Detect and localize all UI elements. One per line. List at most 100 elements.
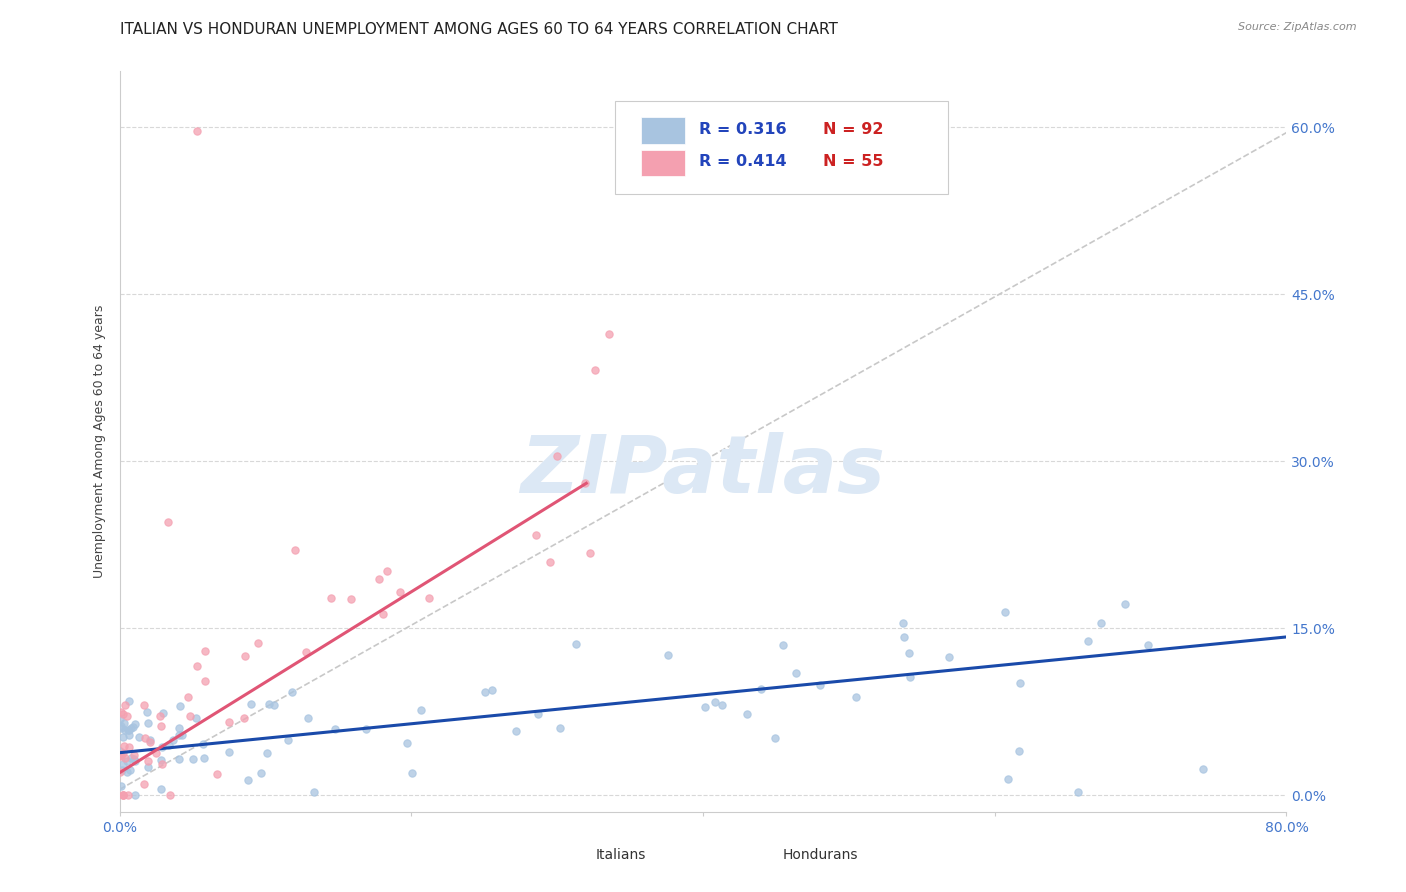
Point bbox=[1090, 616, 1112, 631]
FancyBboxPatch shape bbox=[738, 844, 773, 866]
Point bbox=[149, 753, 172, 767]
Point bbox=[110, 706, 132, 720]
Point bbox=[263, 698, 285, 712]
Point bbox=[112, 788, 135, 802]
Point bbox=[157, 739, 180, 753]
Point bbox=[218, 745, 240, 759]
Point bbox=[114, 750, 136, 764]
Point bbox=[354, 722, 377, 736]
Point bbox=[235, 648, 257, 663]
Point bbox=[112, 730, 135, 744]
Point bbox=[110, 721, 132, 735]
Point bbox=[112, 757, 135, 772]
Point bbox=[132, 777, 155, 791]
Point bbox=[1067, 784, 1090, 798]
Point bbox=[259, 698, 281, 712]
Point bbox=[302, 784, 325, 798]
Point bbox=[538, 555, 561, 569]
Point bbox=[167, 721, 190, 735]
Point bbox=[170, 728, 193, 742]
Point bbox=[117, 723, 139, 738]
Point bbox=[193, 750, 215, 764]
Point bbox=[112, 788, 135, 802]
Point bbox=[114, 723, 136, 737]
Point bbox=[250, 765, 273, 780]
Point bbox=[112, 746, 135, 760]
Text: ITALIAN VS HONDURAN UNEMPLOYMENT AMONG AGES 60 TO 64 YEARS CORRELATION CHART: ITALIAN VS HONDURAN UNEMPLOYMENT AMONG A… bbox=[120, 22, 838, 37]
Point bbox=[295, 645, 318, 659]
Text: Source: ZipAtlas.com: Source: ZipAtlas.com bbox=[1239, 22, 1357, 32]
Point bbox=[749, 682, 772, 697]
Point bbox=[132, 698, 155, 713]
Point bbox=[150, 756, 173, 771]
Point bbox=[138, 754, 160, 768]
Point bbox=[159, 788, 181, 802]
Point bbox=[247, 636, 270, 650]
Point bbox=[191, 737, 214, 751]
Point bbox=[139, 732, 162, 747]
Point bbox=[1008, 744, 1031, 758]
Point bbox=[340, 592, 363, 607]
Point bbox=[149, 782, 172, 797]
Point bbox=[785, 665, 807, 680]
Point bbox=[176, 690, 198, 704]
Point bbox=[120, 764, 142, 778]
Point bbox=[122, 720, 145, 734]
Point bbox=[710, 698, 733, 713]
Point bbox=[810, 677, 832, 691]
Point bbox=[388, 585, 411, 599]
Point bbox=[574, 476, 596, 491]
Point bbox=[297, 711, 319, 725]
Text: ZIPatlas: ZIPatlas bbox=[520, 432, 886, 510]
Point bbox=[703, 695, 725, 709]
Point bbox=[505, 723, 527, 738]
Point bbox=[772, 638, 794, 652]
Point bbox=[167, 727, 190, 741]
FancyBboxPatch shape bbox=[641, 117, 686, 144]
Point bbox=[112, 715, 135, 730]
Point bbox=[598, 326, 620, 341]
Point bbox=[149, 709, 172, 723]
Point bbox=[409, 703, 432, 717]
Point bbox=[156, 515, 179, 529]
Point bbox=[240, 698, 263, 712]
Point bbox=[150, 739, 173, 754]
Point bbox=[526, 707, 548, 722]
Point bbox=[139, 735, 162, 749]
Point bbox=[169, 699, 191, 714]
Point bbox=[565, 637, 588, 651]
Point bbox=[377, 564, 399, 578]
Point bbox=[108, 747, 131, 762]
Point bbox=[134, 731, 156, 745]
Point bbox=[218, 715, 240, 730]
Point bbox=[693, 699, 716, 714]
Point bbox=[128, 730, 150, 744]
Point bbox=[120, 751, 142, 765]
Text: N = 55: N = 55 bbox=[823, 154, 884, 169]
Point bbox=[110, 747, 132, 762]
FancyBboxPatch shape bbox=[551, 844, 586, 866]
Point bbox=[898, 646, 921, 660]
FancyBboxPatch shape bbox=[616, 101, 948, 194]
Y-axis label: Unemployment Among Ages 60 to 64 years: Unemployment Among Ages 60 to 64 years bbox=[93, 305, 107, 578]
Point bbox=[583, 363, 606, 377]
Point bbox=[1077, 634, 1099, 648]
Text: N = 92: N = 92 bbox=[823, 122, 884, 137]
Text: R = 0.316: R = 0.316 bbox=[700, 122, 787, 137]
Point bbox=[184, 711, 207, 725]
Point bbox=[115, 754, 138, 768]
Point bbox=[108, 764, 131, 779]
Point bbox=[186, 659, 208, 673]
Text: R = 0.414: R = 0.414 bbox=[700, 154, 787, 169]
Point bbox=[115, 708, 138, 723]
Point bbox=[179, 708, 201, 723]
Point bbox=[657, 648, 679, 662]
Point bbox=[117, 723, 139, 737]
Point bbox=[319, 591, 342, 605]
Point bbox=[205, 767, 228, 781]
Point bbox=[891, 616, 914, 631]
Point bbox=[277, 733, 299, 747]
Point bbox=[548, 721, 571, 735]
Point bbox=[579, 546, 602, 560]
Point bbox=[167, 752, 190, 766]
